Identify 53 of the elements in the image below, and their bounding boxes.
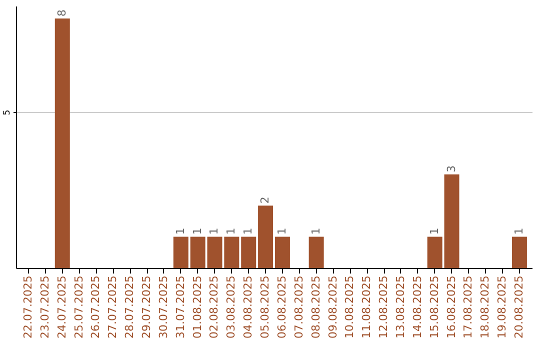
x-tick-label: 05.08.2025 — [258, 276, 272, 338]
x-tick-label: 22.07.2025 — [22, 276, 35, 338]
x-tick-label: 08.08.2025 — [309, 276, 322, 338]
bar — [224, 236, 240, 268]
x-tick-label: 12.08.2025 — [377, 276, 390, 338]
x-tick-label: 20.08.2025 — [512, 276, 526, 338]
x-tick-label: 03.08.2025 — [224, 276, 238, 338]
data-label: 3 — [444, 165, 458, 172]
data-label: 1 — [190, 228, 204, 235]
bar — [512, 236, 527, 268]
data-label: 1 — [174, 228, 187, 235]
x-tick-label: 23.07.2025 — [38, 276, 52, 338]
x-tick-label: 10.08.2025 — [343, 276, 356, 338]
data-label: 1 — [428, 228, 441, 235]
data-label: 1 — [208, 228, 221, 235]
bar — [274, 236, 290, 268]
x-tick-label: 27.07.2025 — [106, 276, 120, 338]
data-label: 1 — [275, 228, 288, 235]
x-tick-label: 28.07.2025 — [123, 276, 136, 338]
bar — [308, 236, 324, 268]
data-label: 1 — [242, 228, 255, 235]
x-tick-label: 19.08.2025 — [496, 276, 509, 338]
x-tick-label: 06.08.2025 — [275, 276, 288, 338]
x-tick-label: 15.08.2025 — [428, 276, 441, 338]
bar — [427, 236, 442, 268]
x-tick-label: 04.08.2025 — [242, 276, 255, 338]
x-tick-label: 09.08.2025 — [326, 276, 340, 338]
data-label: 1 — [224, 228, 238, 235]
y-tick-label: 5 — [2, 110, 12, 116]
data-label: 1 — [512, 228, 526, 235]
bar — [258, 206, 274, 268]
x-tick-label: 16.08.2025 — [444, 276, 458, 338]
x-tick-label: 24.07.2025 — [55, 276, 68, 338]
x-tick-label: 31.07.2025 — [174, 276, 187, 338]
data-label: 1 — [309, 228, 322, 235]
x-tick-label: 07.08.2025 — [292, 276, 306, 338]
x-tick-label: 17.08.2025 — [462, 276, 475, 338]
bar — [54, 18, 70, 268]
bar — [444, 174, 460, 268]
bar — [173, 236, 188, 268]
x-tick-label: 30.07.2025 — [156, 276, 170, 338]
data-label: 2 — [258, 196, 272, 204]
x-tick-label: 25.07.2025 — [72, 276, 86, 338]
x-tick-label: 01.08.2025 — [190, 276, 204, 338]
x-tick-label: 26.07.2025 — [89, 276, 102, 338]
bar — [241, 236, 256, 268]
data-label: 8 — [55, 9, 68, 16]
x-tick-label: 13.08.2025 — [394, 276, 407, 338]
x-tick-label: 29.07.2025 — [140, 276, 154, 338]
x-tick-label: 18.08.2025 — [478, 276, 492, 338]
x-tick-label: 14.08.2025 — [410, 276, 424, 338]
x-tick-label: 02.08.2025 — [208, 276, 221, 338]
x-tick-label: 11.08.2025 — [360, 276, 374, 338]
